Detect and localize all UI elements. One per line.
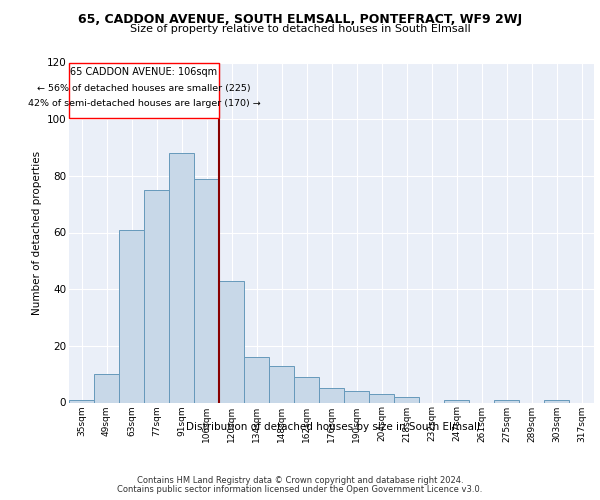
Bar bbox=[144, 190, 169, 402]
Bar bbox=[219, 280, 244, 402]
FancyBboxPatch shape bbox=[69, 62, 219, 118]
Bar bbox=[294, 377, 319, 402]
Bar bbox=[244, 357, 269, 403]
Text: ← 56% of detached houses are smaller (225): ← 56% of detached houses are smaller (22… bbox=[37, 84, 251, 93]
Bar bbox=[544, 400, 569, 402]
Bar bbox=[119, 230, 144, 402]
Bar bbox=[69, 400, 94, 402]
Text: 65, CADDON AVENUE, SOUTH ELMSALL, PONTEFRACT, WF9 2WJ: 65, CADDON AVENUE, SOUTH ELMSALL, PONTEF… bbox=[78, 12, 522, 26]
Text: Contains public sector information licensed under the Open Government Licence v3: Contains public sector information licen… bbox=[118, 484, 482, 494]
Bar bbox=[344, 391, 369, 402]
Bar bbox=[369, 394, 394, 402]
Text: Contains HM Land Registry data © Crown copyright and database right 2024.: Contains HM Land Registry data © Crown c… bbox=[137, 476, 463, 485]
Text: Size of property relative to detached houses in South Elmsall: Size of property relative to detached ho… bbox=[130, 24, 470, 34]
Bar bbox=[269, 366, 294, 403]
Bar bbox=[494, 400, 519, 402]
Text: 42% of semi-detached houses are larger (170) →: 42% of semi-detached houses are larger (… bbox=[28, 100, 260, 108]
Bar bbox=[444, 400, 469, 402]
Bar bbox=[319, 388, 344, 402]
Text: 65 CADDON AVENUE: 106sqm: 65 CADDON AVENUE: 106sqm bbox=[70, 66, 218, 76]
Text: Distribution of detached houses by size in South Elmsall: Distribution of detached houses by size … bbox=[186, 422, 480, 432]
Bar bbox=[169, 153, 194, 402]
Bar bbox=[394, 397, 419, 402]
Bar bbox=[94, 374, 119, 402]
Bar bbox=[194, 178, 219, 402]
Y-axis label: Number of detached properties: Number of detached properties bbox=[32, 150, 43, 314]
